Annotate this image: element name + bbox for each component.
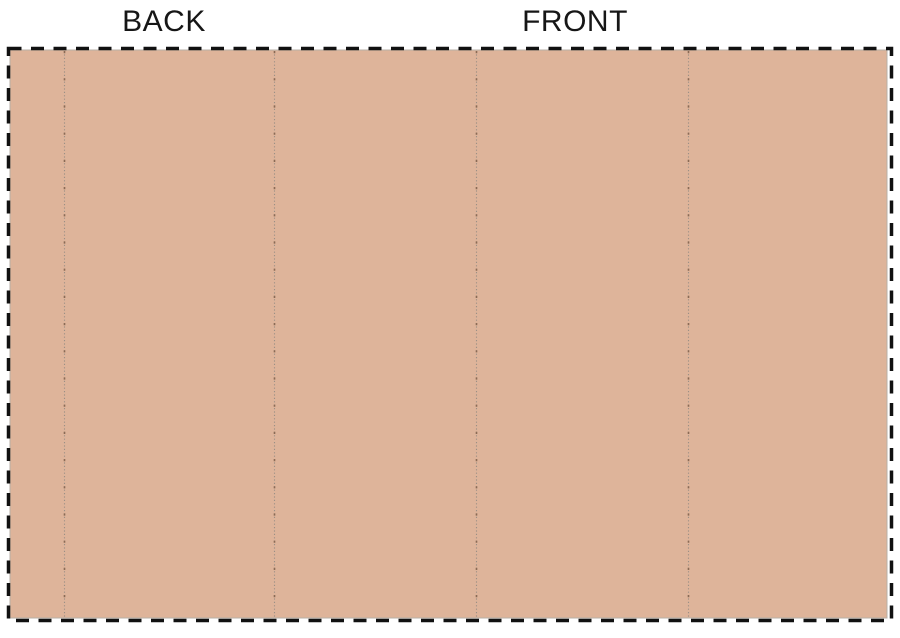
back-label: BACK (122, 5, 206, 38)
front-label: FRONT (522, 5, 628, 38)
skin-panel (9, 49, 888, 619)
cut-outline (6, 46, 894, 623)
